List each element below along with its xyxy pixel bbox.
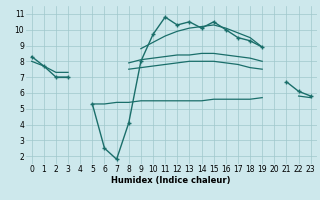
X-axis label: Humidex (Indice chaleur): Humidex (Indice chaleur) [111, 176, 231, 185]
